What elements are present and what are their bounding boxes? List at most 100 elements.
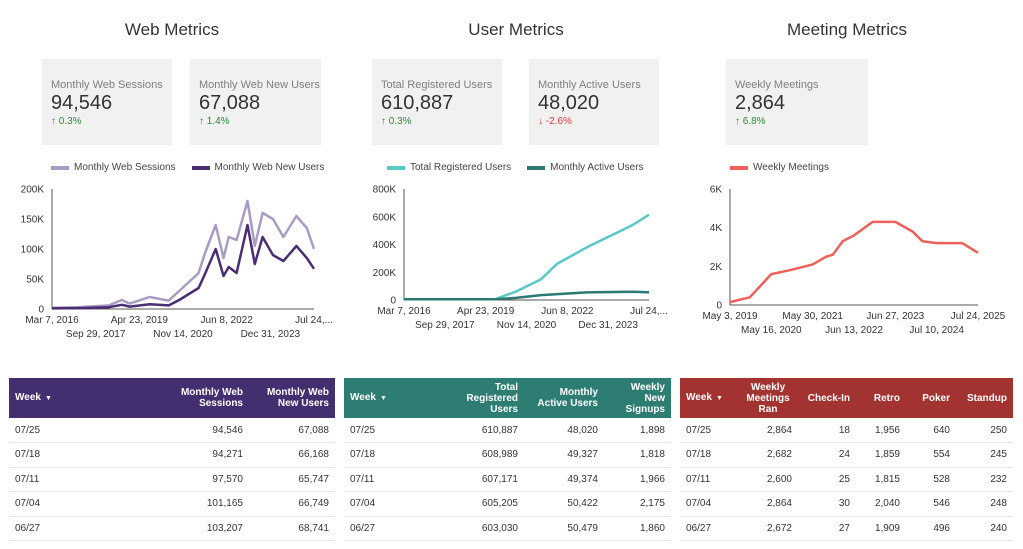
table-row[interactable]: 07/25 2,864 18 1,956 640 250 xyxy=(680,418,1013,443)
column-header[interactable]: Monthly Active Users xyxy=(537,387,598,409)
legend-item[interactable]: Total Registered Users xyxy=(387,162,511,173)
column-header[interactable]: Total Registered Users xyxy=(466,381,518,415)
table-row[interactable]: 07/18 608,989 49,327 1,818 xyxy=(344,442,671,468)
value-cell: 607,171 xyxy=(444,467,524,492)
table-row[interactable]: 07/25 610,887 48,020 1,898 xyxy=(344,418,671,443)
table-row[interactable]: 06/27 103,207 68,741 xyxy=(9,516,335,541)
sort-down-icon[interactable]: ▼ xyxy=(44,395,52,402)
table-row[interactable]: 06/27 2,672 27 1,909 496 240 xyxy=(680,516,1013,541)
column-header[interactable]: Retro xyxy=(873,392,900,404)
meeting-metrics-title: Meeting Metrics xyxy=(787,20,907,39)
web-metrics-chart[interactable]: 0 50K 100K 150K 200K Mar 7, 2016 Apr 23, 2019 J… xyxy=(0,180,340,345)
legend-label: Monthly Web Sessions xyxy=(74,162,176,173)
y-tick-label: 200K xyxy=(373,268,397,279)
header-label: Week xyxy=(350,392,376,403)
table-row[interactable]: 07/18 94,271 66,168 xyxy=(9,442,335,468)
legend-swatch xyxy=(191,165,210,170)
kpi-change-value: -2.6% xyxy=(545,116,572,127)
legend-label: Weekly Meetings xyxy=(753,162,829,173)
column-header[interactable]: Weekly Meetings Ran xyxy=(746,381,790,415)
y-tick-label: 800K xyxy=(373,185,397,196)
column-header[interactable]: Standup xyxy=(967,392,1007,404)
y-tick-label: 400K xyxy=(373,240,397,251)
value-cell: 25 xyxy=(798,467,856,492)
week-cell: 07/25 xyxy=(680,418,738,443)
value-cell: 2,040 xyxy=(856,491,906,517)
kpi-registered-users: Total Registered Users 610,887 ↑ 0.3% xyxy=(372,59,502,145)
kpi-label: Total Registered Users xyxy=(381,79,493,91)
week-cell: 07/18 xyxy=(9,442,169,468)
table-row[interactable]: 07/04 2,864 30 2,040 546 248 xyxy=(680,491,1013,517)
kpi-web-sessions: Monthly Web Sessions 94,546 ↑ 0.3% xyxy=(42,59,172,145)
y-tick-label: 200K xyxy=(21,185,45,196)
series-line-1[interactable] xyxy=(729,220,979,304)
table-row[interactable]: 07/04 605,205 50,422 2,175 xyxy=(344,491,671,517)
series-line-1[interactable] xyxy=(404,213,650,301)
table-row[interactable]: 07/04 101,165 66,749 xyxy=(9,491,335,517)
x-tick-label: Jun 27, 2023 xyxy=(866,311,924,322)
value-cell: 94,271 xyxy=(169,442,249,468)
y-tick-label: 6K xyxy=(710,185,723,196)
table-row[interactable]: 06/27 603,030 50,479 1,860 xyxy=(344,516,671,541)
x-tick-label: May 3, 2019 xyxy=(702,311,757,322)
x-tick-label: Jul 24, 2025 xyxy=(951,311,1006,322)
series-line-2[interactable] xyxy=(51,223,316,310)
series-line-1[interactable] xyxy=(51,199,316,310)
week-cell: 06/27 xyxy=(9,516,169,541)
legend-swatch xyxy=(387,165,405,170)
column-header[interactable]: Weekly New Signups xyxy=(625,381,665,415)
web-chart-legend: Monthly Web Sessions Monthly Web New Use… xyxy=(51,162,340,173)
legend-item[interactable]: Monthly Web New Users xyxy=(191,162,324,173)
kpi-change: ↑ 6.8% xyxy=(735,116,868,127)
meeting-metrics-chart[interactable]: 0 2K 4K 6K May 3, 2019 May 30, 2021 Jun 27, 20… xyxy=(680,180,1023,345)
table-row[interactable]: 07/11 607,171 49,374 1,966 xyxy=(344,467,671,492)
legend-item[interactable]: Monthly Active Users xyxy=(527,162,644,173)
value-cell: 496 xyxy=(906,516,956,541)
legend-swatch xyxy=(730,165,748,170)
table-row[interactable]: 07/11 2,600 25 1,815 528 232 xyxy=(680,467,1013,492)
value-cell: 1,818 xyxy=(604,442,671,468)
column-header[interactable]: Check-In xyxy=(807,392,850,404)
sort-down-icon[interactable]: ▼ xyxy=(379,395,387,402)
column-header[interactable]: Monthly Web Sessions xyxy=(180,387,243,409)
x-tick-label: Dec 31, 2023 xyxy=(578,320,638,331)
user-metrics-chart[interactable]: 0 200K 400K 600K 800K Mar 7, 2016 Apr 23, 2019… xyxy=(340,180,680,345)
column-header-week[interactable]: Week ▼ xyxy=(680,378,738,418)
table-row[interactable]: 07/18 2,682 24 1,859 554 245 xyxy=(680,442,1013,468)
table-row[interactable]: 07/25 94,546 67,088 xyxy=(9,418,335,443)
column-header-week[interactable]: Week ▼ xyxy=(9,378,169,418)
legend-item[interactable]: Monthly Web Sessions xyxy=(51,162,176,173)
y-tick-label: 0 xyxy=(390,296,396,307)
kpi-value: 94,546 xyxy=(51,92,113,114)
x-tick-label: Mar 7, 2016 xyxy=(25,315,79,326)
value-cell: 67,088 xyxy=(249,418,335,443)
value-cell: 608,989 xyxy=(444,442,524,468)
value-cell: 240 xyxy=(956,516,1013,541)
kpi-label: Monthly Web New Users xyxy=(199,79,320,91)
x-tick-label: Mar 7, 2016 xyxy=(377,306,431,317)
kpi-change-value: 0.3% xyxy=(58,116,82,127)
x-tick-label: Jul 24,... xyxy=(630,306,668,317)
column-header[interactable]: Monthly Web New Users xyxy=(266,387,329,409)
value-cell: 610,887 xyxy=(444,418,524,443)
legend-swatch xyxy=(51,165,69,170)
y-tick-label: 0 xyxy=(716,301,722,312)
value-cell: 2,175 xyxy=(604,491,671,517)
value-cell: 50,479 xyxy=(524,516,604,541)
x-tick-label: May 30, 2021 xyxy=(782,311,843,322)
week-cell: 06/27 xyxy=(680,516,738,541)
legend-item[interactable]: Weekly Meetings xyxy=(730,162,829,173)
column-header-week[interactable]: Week ▼ xyxy=(344,378,444,418)
x-tick-label: Jun 13, 2022 xyxy=(825,325,883,336)
x-tick-label: Nov 14, 2020 xyxy=(153,329,213,340)
value-cell: 50,422 xyxy=(524,491,604,517)
sort-down-icon[interactable]: ▼ xyxy=(715,395,723,402)
y-tick-label: 2K xyxy=(710,262,723,273)
series-line-2[interactable] xyxy=(404,290,650,301)
x-tick-label: Nov 14, 2020 xyxy=(497,320,557,331)
value-cell: 27 xyxy=(798,516,856,541)
week-cell: 07/04 xyxy=(9,491,169,517)
column-header[interactable]: Poker xyxy=(922,392,950,404)
table-row[interactable]: 07/11 97,570 65,747 xyxy=(9,467,335,492)
x-tick-label: Sep 29, 2017 xyxy=(66,329,126,340)
